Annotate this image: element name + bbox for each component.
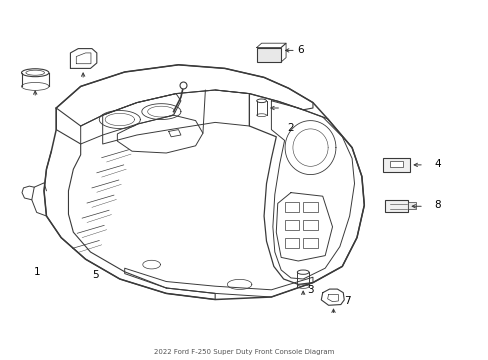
Bar xyxy=(256,48,281,62)
Bar xyxy=(284,220,299,230)
Ellipse shape xyxy=(21,69,49,77)
Text: 1: 1 xyxy=(33,267,40,277)
Bar xyxy=(303,220,317,230)
Text: 7: 7 xyxy=(343,296,350,306)
Bar xyxy=(407,202,415,209)
Text: 4: 4 xyxy=(433,159,440,169)
Bar xyxy=(389,161,403,167)
Bar xyxy=(384,200,407,212)
Bar xyxy=(382,158,409,172)
Text: 6: 6 xyxy=(297,45,304,55)
Text: 3: 3 xyxy=(306,285,313,295)
Bar xyxy=(284,238,299,248)
Text: 8: 8 xyxy=(433,200,440,210)
Ellipse shape xyxy=(256,99,266,103)
Text: 2022 Ford F-250 Super Duty Front Console Diagram: 2022 Ford F-250 Super Duty Front Console… xyxy=(154,348,334,355)
Bar xyxy=(303,202,317,212)
Bar xyxy=(284,202,299,212)
Text: 5: 5 xyxy=(92,270,99,280)
Bar xyxy=(303,238,317,248)
Text: 2: 2 xyxy=(287,123,294,133)
Ellipse shape xyxy=(297,270,308,274)
